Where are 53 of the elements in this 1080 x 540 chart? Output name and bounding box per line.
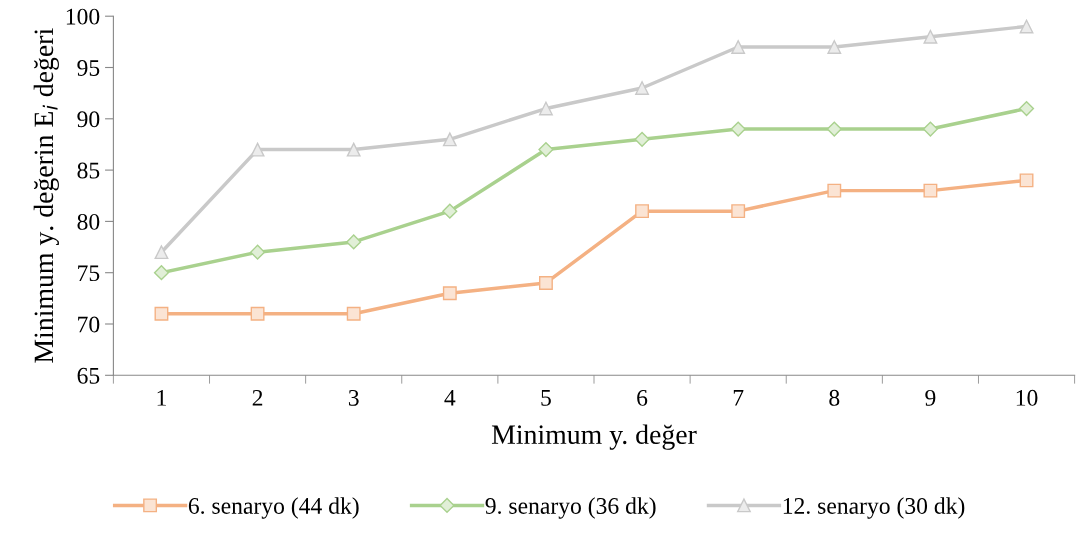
y-tick-label: 65 bbox=[77, 367, 100, 384]
x-tick-label: 1 bbox=[157, 389, 166, 406]
legend-label: 6. senaryo (44 dk) bbox=[188, 497, 359, 519]
point bbox=[346, 142, 361, 157]
legend-label: 9. senaryo (36 dk) bbox=[485, 497, 656, 519]
x-axis-title: Minimum y. değer bbox=[491, 424, 697, 450]
point bbox=[250, 306, 265, 321]
point bbox=[538, 276, 553, 290]
point bbox=[923, 29, 938, 44]
y-tick-label: 75 bbox=[78, 265, 100, 282]
x-tick-label: 8 bbox=[829, 389, 840, 406]
point bbox=[826, 121, 842, 137]
point bbox=[442, 132, 457, 147]
y-tick-label: 90 bbox=[77, 111, 100, 128]
y-axis-title: Minimum y. değerin E$_{i}$ değeri bbox=[33, 28, 59, 363]
point bbox=[731, 40, 746, 54]
x-tick-label: 4 bbox=[444, 390, 456, 406]
point bbox=[1018, 100, 1035, 117]
point bbox=[346, 306, 361, 321]
x-tick-label: 2 bbox=[252, 389, 263, 406]
point bbox=[442, 203, 458, 219]
legend-label: 12. senaryo (30 dk) bbox=[783, 497, 965, 519]
point bbox=[154, 306, 169, 321]
x-tick-label: 10 bbox=[1016, 389, 1038, 406]
point bbox=[923, 183, 938, 198]
y-tick-label: 95 bbox=[77, 60, 100, 76]
y-tick-label: 80 bbox=[77, 213, 100, 230]
point bbox=[1019, 19, 1034, 34]
point bbox=[346, 234, 362, 250]
y-tick-label: 85 bbox=[77, 162, 100, 179]
x-tick-label: 3 bbox=[348, 389, 359, 406]
x-tick-label: 9 bbox=[925, 389, 936, 406]
point bbox=[1019, 173, 1034, 188]
y-tick-label: 100 bbox=[66, 8, 100, 25]
point bbox=[250, 142, 265, 157]
point bbox=[827, 183, 842, 198]
point bbox=[922, 121, 938, 137]
point bbox=[538, 101, 553, 116]
point bbox=[827, 40, 842, 54]
point bbox=[250, 244, 266, 260]
x-tick-label: 7 bbox=[733, 390, 744, 406]
point bbox=[635, 81, 650, 95]
point bbox=[442, 286, 457, 301]
point bbox=[634, 131, 650, 147]
point bbox=[153, 265, 170, 281]
point bbox=[730, 121, 746, 137]
x-tick-label: 6 bbox=[637, 389, 648, 406]
point bbox=[154, 245, 169, 260]
x-tick-label: 5 bbox=[541, 390, 551, 406]
point bbox=[731, 204, 746, 219]
point bbox=[538, 142, 554, 158]
y-tick-label: 70 bbox=[78, 316, 100, 333]
point bbox=[635, 204, 650, 219]
